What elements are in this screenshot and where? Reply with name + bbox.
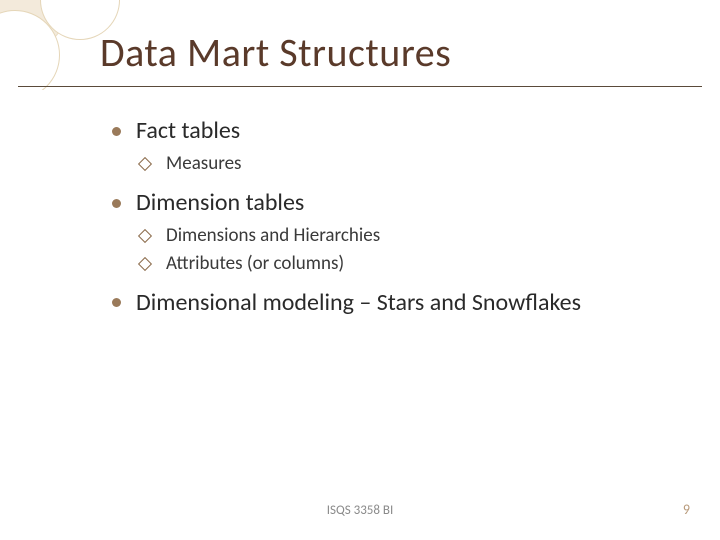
bullet-l2: Attributes (or columns) xyxy=(140,251,670,277)
slide-title: Data Mart Structures xyxy=(100,28,451,77)
footer-text: ISQS 3358 BI xyxy=(0,503,720,518)
decor-circle xyxy=(0,0,70,55)
bullet-l2: Dimensions and Hierarchies xyxy=(140,223,670,249)
decor-circle xyxy=(0,10,60,90)
bullet-l2: Measures xyxy=(140,151,670,177)
bullet-l1: Fact tables xyxy=(110,115,670,147)
title-underline xyxy=(18,86,702,87)
slide-body: Fact tables Measures Dimension tables Di… xyxy=(110,115,670,329)
bullet-l1: Dimension tables xyxy=(110,187,670,219)
page-number: 9 xyxy=(683,501,690,518)
bullet-l1: Dimensional modeling – Stars and Snowfla… xyxy=(110,287,670,319)
